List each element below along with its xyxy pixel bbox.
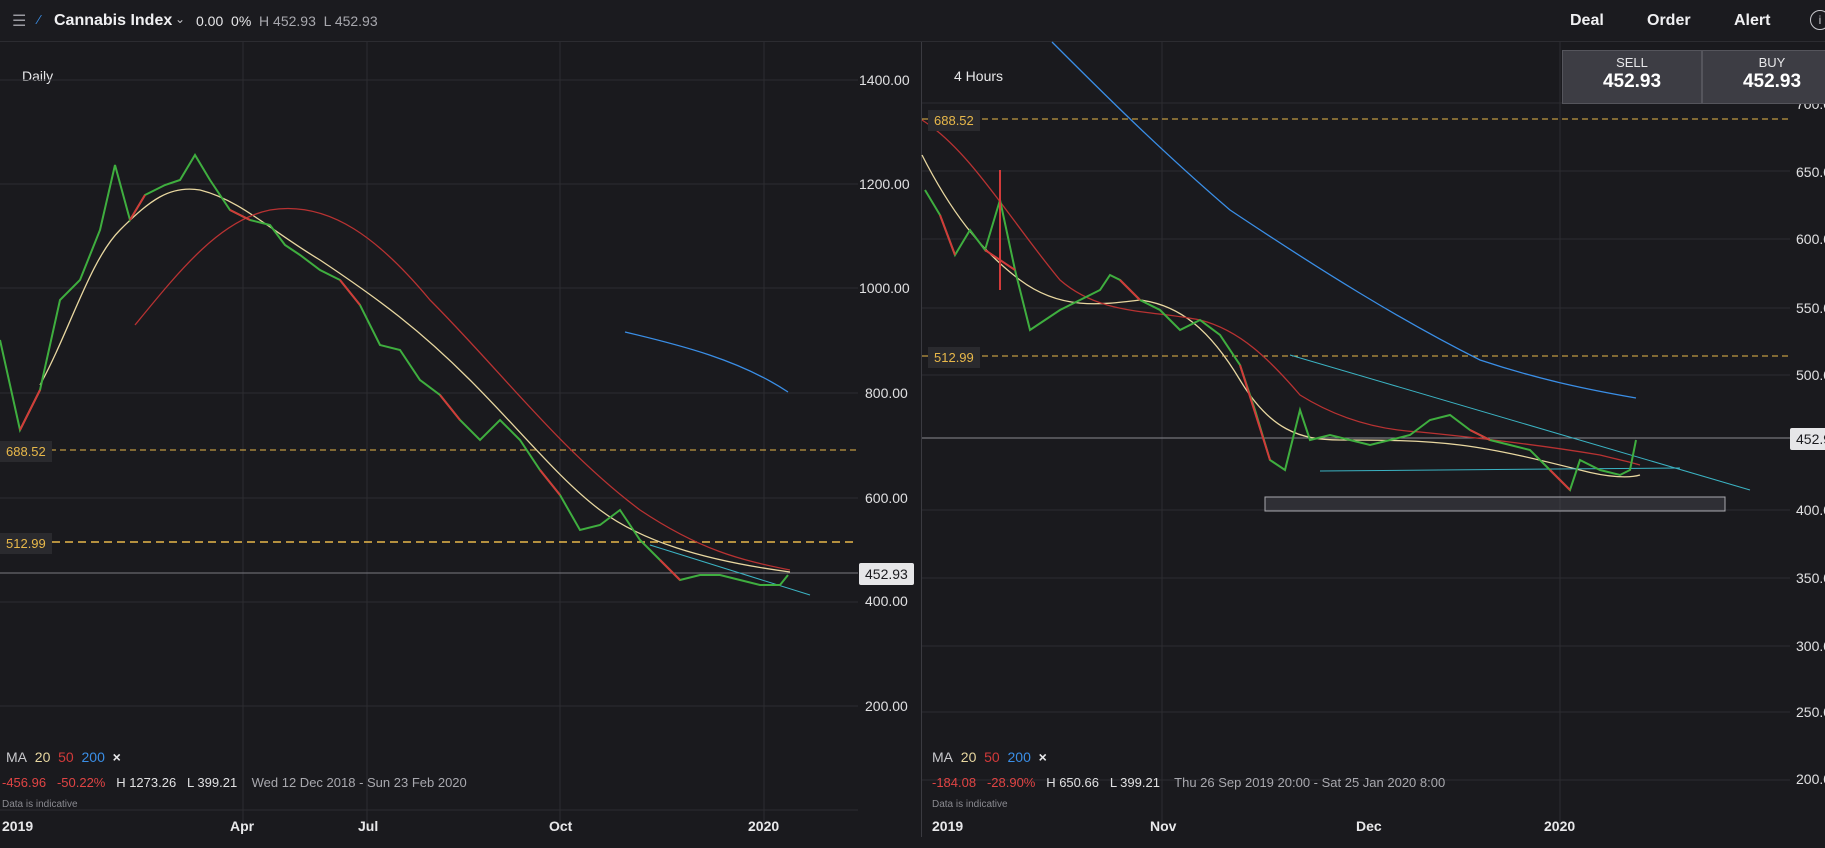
ma-legend: MA 20 50 200 × [932, 749, 1047, 765]
y-tick: 200.00 [1796, 771, 1825, 787]
quote-change: 0.00 [196, 13, 224, 29]
ma-label: MA [932, 749, 953, 765]
stats-row: -456.96 -50.22% H 1273.26 L 399.21 Wed 1… [2, 775, 467, 790]
stats-row: -184.08 -28.90% H 650.66 L 399.21 Thu 26… [932, 775, 1445, 790]
daily-price-series[interactable] [0, 153, 789, 586]
ma20-toggle[interactable]: 20 [960, 749, 977, 765]
hamburger-icon[interactable]: ☰ [12, 13, 27, 30]
y-tick: 300.00 [1796, 638, 1825, 654]
buy-button[interactable]: BUY 452.93 [1702, 50, 1825, 104]
y-tick: 500.00 [1796, 367, 1825, 383]
indicative-note: Data is indicative [932, 799, 1008, 810]
support-zone[interactable] [1264, 496, 1726, 512]
buy-price: 452.93 [1742, 71, 1802, 92]
close-icon[interactable]: × [1038, 749, 1047, 765]
quote-low: L 452.93 [323, 13, 378, 29]
stat-change: -184.08 [932, 775, 977, 790]
y-tick: 550.00 [1796, 300, 1825, 316]
quote-change-pct: 0% [231, 13, 252, 29]
current-price-tag: 452.93 [859, 563, 914, 585]
indicative-note: Data is indicative [2, 799, 78, 810]
ma200-line[interactable] [1051, 41, 1637, 399]
daily-chart-panel[interactable]: Daily [0, 42, 921, 834]
stat-range: Wed 12 Dec 2018 - Sun 23 Feb 2020 [251, 775, 467, 790]
y-tick: 400.00 [865, 593, 908, 609]
level-512-tag[interactable]: 512.99 [0, 533, 52, 554]
y-tick: 250.00 [1796, 704, 1825, 720]
ma200-line[interactable] [624, 331, 789, 393]
close-icon[interactable]: × [112, 749, 121, 765]
ma-legend: MA 20 50 200 × [6, 749, 121, 765]
x-tick: 2019 [932, 818, 964, 834]
info-icon[interactable]: i [1810, 10, 1825, 30]
instrument-title[interactable]: Cannabis Index [54, 12, 173, 29]
quote-high: H 452.93 [259, 13, 316, 29]
x-tick: 2020 [1544, 818, 1576, 834]
ma50-line[interactable] [134, 207, 791, 571]
left-grid [0, 42, 858, 832]
right-grid [922, 42, 1790, 832]
stat-change: -456.96 [2, 775, 47, 790]
x-tick: 2019 [2, 818, 34, 834]
x-tick: 2020 [748, 818, 780, 834]
panel-divider[interactable] [921, 42, 922, 837]
four-hour-down-candles [939, 214, 1571, 491]
stat-high: H 650.66 [1046, 775, 1099, 790]
trendline[interactable] [1289, 354, 1751, 491]
ma200-toggle[interactable]: 200 [81, 749, 105, 765]
stat-change-pct: -50.22% [56, 775, 106, 790]
timeframe-label: 4 Hours [954, 68, 1004, 84]
level-512-tag[interactable]: 512.99 [928, 347, 980, 368]
level-688-tag[interactable]: 688.52 [0, 441, 52, 462]
sell-price: 452.93 [1602, 71, 1662, 92]
ma200-toggle[interactable]: 200 [1007, 749, 1031, 765]
pencil-icon[interactable]: ⁄ [38, 12, 41, 27]
daily-down-candles [19, 194, 681, 581]
y-tick: 1000.00 [859, 280, 910, 296]
x-tick: Oct [549, 818, 573, 834]
ma-label: MA [6, 749, 27, 765]
order-button[interactable]: Order [1647, 12, 1691, 29]
y-tick: 650.00 [1796, 164, 1825, 180]
x-tick: Dec [1356, 818, 1382, 834]
stat-change-pct: -28.90% [986, 775, 1036, 790]
y-tick: 600.00 [865, 490, 908, 506]
y-tick: 1400.00 [859, 72, 910, 88]
x-tick: Jul [358, 818, 379, 834]
y-tick: 600.00 [1796, 231, 1825, 247]
y-tick: 200.00 [865, 698, 908, 714]
support-line[interactable] [1319, 467, 1681, 472]
top-toolbar: ☰ ⁄ Cannabis Index ⌄ 0.00 0% H 452.93 L … [0, 0, 1825, 42]
ma20-line[interactable] [39, 188, 791, 573]
stat-range: Thu 26 Sep 2019 20:00 - Sat 25 Jan 2020 … [1174, 775, 1446, 790]
sell-label: SELL [1616, 55, 1648, 70]
stat-high: H 1273.26 [116, 775, 177, 790]
y-tick: 800.00 [865, 385, 908, 401]
instrument-quote: 0.00 0% H 452.93 L 452.93 [196, 13, 378, 29]
stat-low: L 399.21 [187, 775, 238, 790]
x-tick: Apr [230, 818, 255, 834]
ma20-line[interactable] [921, 154, 1641, 478]
y-tick: 1200.00 [859, 176, 910, 192]
y-tick: 400.00 [1796, 502, 1825, 518]
chevron-down-icon[interactable]: ⌄ [175, 12, 186, 26]
ma50-toggle[interactable]: 50 [984, 749, 1000, 765]
trendline[interactable] [649, 544, 811, 596]
y-tick: 350.00 [1796, 570, 1825, 586]
deal-button[interactable]: Deal [1570, 12, 1604, 29]
ma50-line[interactable] [921, 119, 1641, 466]
sell-button[interactable]: SELL 452.93 [1562, 50, 1702, 104]
stat-low: L 399.21 [1109, 775, 1160, 790]
level-688-tag[interactable]: 688.52 [928, 110, 980, 131]
buy-label: BUY [1758, 55, 1786, 70]
current-price-tag: 452.93 [1790, 428, 1825, 450]
x-tick: Nov [1150, 818, 1177, 834]
alert-button[interactable]: Alert [1734, 12, 1771, 29]
ma50-toggle[interactable]: 50 [58, 749, 74, 765]
ma20-toggle[interactable]: 20 [34, 749, 51, 765]
